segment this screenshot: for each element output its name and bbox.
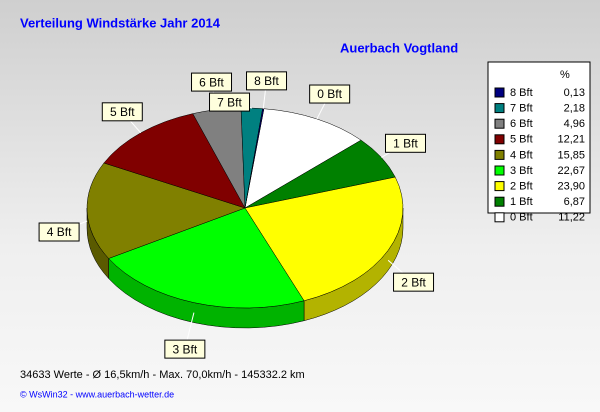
callout-label: 6 Bft: [199, 75, 224, 89]
legend-value: 6,87: [564, 196, 585, 208]
legend-label: 1 Bft: [510, 196, 533, 208]
slice: [244, 108, 362, 209]
callout-box: [38, 222, 80, 242]
legend-swatch: [494, 87, 505, 98]
chart-subtitle: Auerbach Vogtland: [340, 40, 458, 55]
callout-label: 8 Bft: [254, 74, 279, 88]
slice: [86, 162, 246, 259]
callout-box: [384, 133, 426, 153]
footer-copyright: © WsWin32 - www.auerbach-wetter.de: [20, 389, 174, 399]
slice: [244, 108, 265, 209]
legend-label: 0 Bft: [510, 212, 533, 224]
callout-box: [209, 92, 251, 112]
legend-value: 12,21: [557, 134, 585, 146]
legend-swatch: [494, 181, 505, 192]
callout-label: 3 Bft: [173, 342, 198, 356]
legend-label: 2 Bft: [510, 181, 533, 193]
legend-value: 22,67: [557, 165, 585, 177]
legend-swatch: [494, 196, 505, 207]
callout-label: 2 Bft: [401, 275, 426, 289]
callout-label: 1 Bft: [393, 136, 418, 150]
legend-label: 3 Bft: [510, 165, 533, 177]
legend-swatch: [494, 118, 505, 129]
legend-label: 5 Bft: [510, 134, 533, 146]
legend-label: 4 Bft: [510, 149, 533, 161]
legend-swatch: [494, 149, 505, 160]
callout-box: [393, 272, 435, 292]
chart-title: Verteilung Windstärke Jahr 2014: [20, 15, 221, 30]
legend-value: 4,96: [564, 118, 585, 130]
callout-label: 5 Bft: [110, 105, 135, 119]
callout-box: [191, 72, 233, 92]
legend-swatch: [494, 212, 505, 223]
legend-label: 7 Bft: [510, 103, 533, 115]
legend-value: 2,18: [564, 103, 585, 115]
legend-value: 0,13: [564, 87, 585, 99]
legend-value: 15,85: [557, 149, 585, 161]
callout-label: 4 Bft: [47, 225, 72, 239]
callout-box: [164, 339, 206, 359]
legend-value: 23,90: [557, 181, 585, 193]
legend-title: %: [560, 69, 570, 81]
legend-box: [487, 61, 591, 214]
callout-box: [246, 71, 288, 91]
callout-box: [101, 102, 143, 122]
legend-label: 8 Bft: [510, 87, 533, 99]
slice: [108, 207, 305, 309]
legend-label: 6 Bft: [510, 118, 533, 130]
footer-stats: 34633 Werte - Ø 16,5km/h - Max. 70,0km/h…: [20, 369, 305, 381]
callout-label: 0 Bft: [317, 87, 342, 101]
legend-value: 11,22: [558, 212, 585, 224]
callout-label: 7 Bft: [217, 95, 242, 109]
legend-swatch: [494, 103, 505, 114]
legend-swatch: [494, 134, 505, 145]
callout-box: [309, 84, 351, 104]
legend-swatch: [494, 165, 505, 176]
